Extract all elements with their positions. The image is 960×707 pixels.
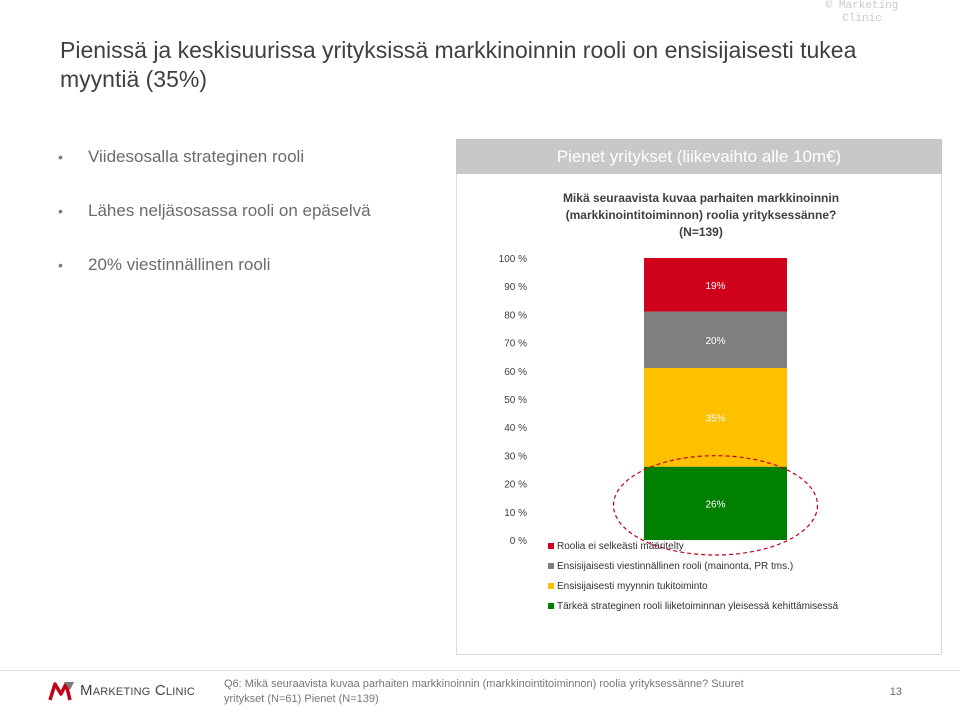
chart-title-line: (markkinointitoiminnon) roolia yritykses… — [566, 208, 837, 222]
bar-segment — [644, 258, 787, 312]
bar-segment — [644, 466, 787, 540]
chart-title-line: (N=139) — [679, 225, 723, 239]
data-label: 26% — [705, 499, 725, 510]
y-tick-label: 90 % — [504, 282, 527, 293]
legend-label: Ensisijaisesti viestinnällinen rooli (ma… — [557, 561, 793, 572]
data-label: 35% — [705, 413, 725, 424]
footnote: Q6: Mikä seuraavista kuvaa parhaiten mar… — [224, 678, 744, 705]
company-logo: Marketing Clinic — [48, 680, 218, 702]
y-tick-label: 70 % — [504, 339, 527, 350]
legend-label: Tärkeä strateginen rooli liiketoiminnan … — [557, 601, 839, 612]
bullet-item: 20% viestinnällinen rooli — [58, 253, 371, 307]
bullet-list: Viidesosalla strateginen rooli Lähes nel… — [58, 145, 371, 307]
y-tick-label: 20 % — [504, 480, 527, 491]
bar-segment — [644, 311, 787, 368]
legend-label: Roolia ei selkeästi määritelty — [557, 541, 684, 552]
bullet-item: Lähes neljäsosassa rooli on epäselvä — [58, 199, 371, 253]
y-tick-label: 10 % — [504, 508, 527, 519]
legend-label: Ensisijaisesti myynnin tukitoiminto — [557, 581, 708, 592]
highlight-ellipse — [612, 455, 819, 556]
y-tick-label: 100 % — [499, 254, 527, 265]
logo-text: Marketing Clinic — [80, 682, 196, 699]
panel-header: Pienet yritykset (liikevaihto alle 10m€) — [456, 139, 942, 174]
legend-swatch — [548, 563, 554, 569]
data-label: 19% — [705, 281, 725, 292]
legend-swatch — [548, 543, 554, 549]
slide-title: Pienissä ja keskisuurissa yrityksissä ma… — [60, 37, 857, 92]
data-label: 20% — [705, 336, 725, 347]
y-tick-label: 30 % — [504, 451, 527, 462]
logo-mark-icon — [48, 682, 74, 701]
page-number: 13 — [889, 686, 902, 698]
y-tick-label: 0 % — [510, 536, 527, 547]
bullet-item: Viidesosalla strateginen rooli — [58, 145, 371, 199]
legend-swatch — [548, 603, 554, 609]
legend-swatch — [548, 583, 554, 589]
y-tick-label: 40 % — [504, 423, 527, 434]
chart-panel: Mikä seuraavista kuvaa parhaiten markkin… — [456, 174, 942, 655]
bar-segment — [644, 367, 787, 467]
copyright-notice: © Marketing Clinic — [825, 0, 899, 25]
chart-title-line: Mikä seuraavista kuvaa parhaiten markkin… — [563, 191, 839, 205]
y-tick-label: 60 % — [504, 367, 527, 378]
y-tick-label: 50 % — [504, 395, 527, 406]
stacked-bar-chart: Mikä seuraavista kuvaa parhaiten markkin… — [499, 191, 839, 612]
footer-divider — [0, 670, 960, 671]
y-tick-label: 80 % — [504, 310, 527, 321]
